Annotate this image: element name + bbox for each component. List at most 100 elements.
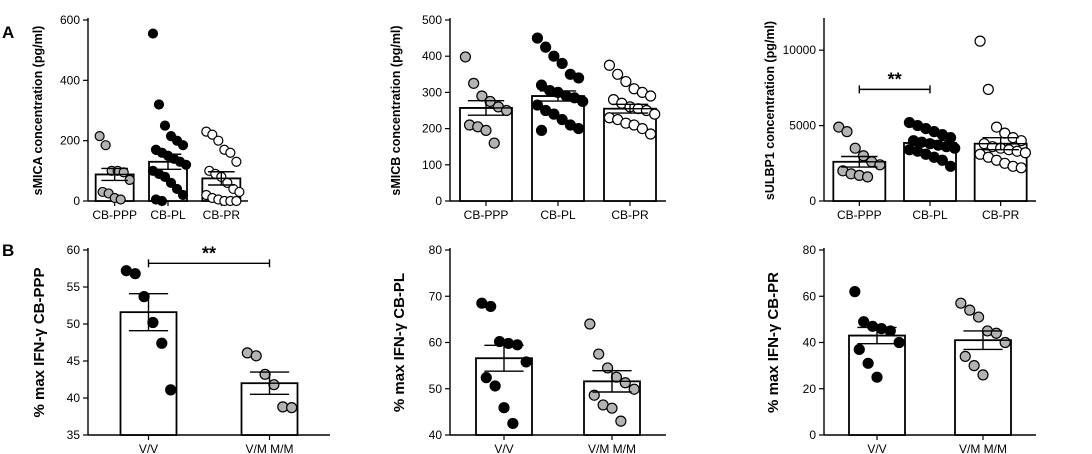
chart-a2: 0 100 200 300 400 500 sMICB concentration (pg/…	[389, 13, 666, 222]
y-axis-label: % max IFN-γ CB-PPP	[31, 267, 48, 417]
panel-label-b: B	[2, 241, 14, 260]
data-point	[548, 50, 560, 62]
data-point	[147, 316, 159, 329]
data-point	[861, 171, 874, 183]
data-point	[286, 402, 298, 414]
data-point	[982, 83, 994, 95]
x-tick-label: V/V	[139, 442, 158, 454]
data-point	[871, 371, 883, 383]
y-tick-label: 40	[803, 336, 817, 350]
data-point	[507, 417, 519, 430]
data-point	[628, 383, 640, 395]
data-point	[1015, 162, 1027, 174]
y-tick-label: 40	[429, 428, 443, 442]
data-point	[588, 389, 600, 401]
data-point	[531, 99, 544, 111]
data-point	[974, 35, 986, 47]
data-point	[94, 131, 105, 142]
data-point	[468, 77, 480, 89]
significance-label: **	[888, 69, 902, 89]
data-point	[556, 57, 568, 70]
data-point	[572, 123, 585, 135]
data-point	[100, 140, 111, 151]
y-tick-label: 10000	[783, 43, 817, 57]
y-axis-label: sMICB concentration (pg/ml)	[389, 25, 403, 195]
data-point	[484, 95, 496, 108]
data-point	[968, 360, 980, 372]
data-point	[531, 32, 544, 44]
data-point	[156, 195, 168, 207]
data-point	[620, 75, 632, 88]
data-point	[857, 150, 870, 162]
data-point	[990, 327, 1002, 339]
y-axis-label: % max IFN-γ CB-PL	[391, 273, 408, 412]
x-tick-label: CB-PL	[540, 208, 576, 222]
data-point	[977, 369, 989, 381]
data-point	[115, 194, 126, 205]
chart-a3: 0 5000 10000 sULBP1 concentration (pg/ml) CB…	[763, 18, 1036, 222]
y-tick-label: 5000	[789, 119, 816, 133]
data-point	[225, 147, 236, 158]
data-point	[619, 377, 631, 389]
data-point	[159, 120, 171, 131]
chart-b3: 0 20 40 60 80 % max IFN-γ CB-PR V/V V/M M/M	[765, 243, 1036, 454]
data-point	[520, 356, 532, 368]
data-point	[489, 380, 501, 392]
x-tick-label: V/M M/M	[588, 442, 636, 454]
data-point	[231, 156, 242, 167]
bar-v-v	[848, 334, 906, 436]
data-point	[615, 415, 627, 427]
data-point	[577, 95, 589, 108]
y-tick-label: 200	[60, 134, 80, 148]
x-tick-label: V/V	[867, 442, 886, 454]
data-point	[593, 348, 605, 360]
data-point	[999, 336, 1011, 349]
y-tick-label: 80	[803, 243, 817, 257]
y-tick-label: 40	[67, 391, 81, 405]
data-point	[849, 286, 861, 298]
y-tick-label: 80	[429, 243, 443, 257]
data-point	[955, 297, 967, 309]
data-point	[485, 300, 497, 313]
data-point	[862, 357, 874, 369]
y-tick-label: 60	[429, 336, 443, 350]
chart-b2: 40 50 60 70 80 % max IFN-γ CB-PL V/V V/M M/M	[391, 243, 666, 454]
data-point	[259, 368, 271, 380]
x-tick-label: CB-PPP	[92, 208, 137, 222]
x-tick-label: CB-PL	[912, 208, 948, 222]
data-point	[171, 183, 183, 195]
data-point	[156, 337, 168, 349]
data-point	[849, 142, 861, 154]
data-point	[959, 350, 971, 362]
data-point	[556, 113, 568, 126]
y-tick-label: 55	[67, 280, 81, 294]
y-tick-label: 0	[73, 194, 80, 208]
y-axis-label: % max IFN-γ CB-PR	[765, 272, 782, 413]
data-point	[535, 124, 548, 137]
data-point	[129, 268, 141, 280]
y-tick-label: 500	[422, 13, 442, 27]
data-point	[584, 318, 596, 330]
data-point	[147, 28, 159, 39]
y-tick-label: 45	[67, 354, 81, 368]
y-tick-label: 400	[60, 73, 80, 87]
x-tick-label: CB-PR	[203, 208, 241, 222]
y-tick-label: 0	[809, 428, 816, 442]
data-point	[268, 379, 280, 391]
data-point	[165, 384, 177, 396]
data-point	[213, 135, 224, 146]
data-point	[480, 124, 492, 137]
data-point	[572, 72, 585, 84]
data-point	[606, 402, 618, 414]
data-point	[1019, 147, 1031, 159]
y-tick-label: 0	[435, 194, 442, 208]
data-point	[990, 121, 1003, 133]
data-point	[498, 402, 510, 414]
x-tick-label: CB-PR	[611, 208, 649, 222]
significance-label: **	[202, 243, 216, 263]
data-point	[165, 177, 177, 188]
x-tick-label: V/M M/M	[246, 442, 294, 454]
data-point	[488, 137, 500, 149]
data-point	[535, 79, 548, 91]
